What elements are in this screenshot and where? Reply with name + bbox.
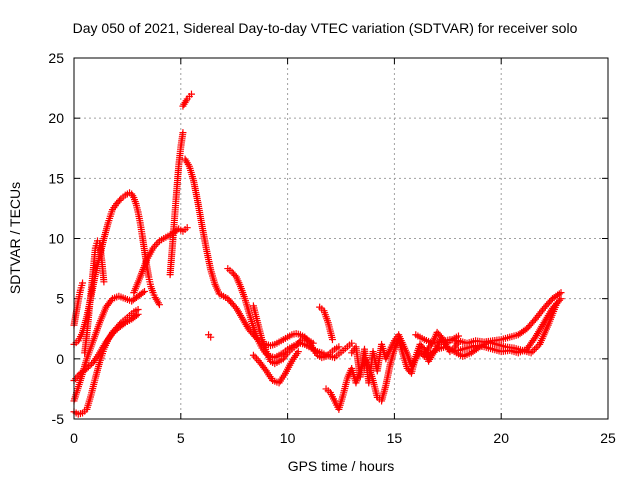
- data-point-interp: [86, 361, 94, 369]
- data-point: [527, 349, 535, 357]
- x-tick-label: 10: [280, 430, 296, 446]
- data-point-interp: [253, 355, 261, 363]
- y-axis-label: SDTVAR / TECUs: [7, 182, 23, 294]
- data-point: [183, 224, 191, 232]
- y-tick-labels: -5 0 5 10 15 20 25: [48, 50, 64, 427]
- data-point: [100, 278, 108, 286]
- data-point: [553, 299, 561, 307]
- data-point: [335, 343, 343, 351]
- x-tick-label: 20: [493, 430, 509, 446]
- series-arc-q: [348, 328, 462, 387]
- x-tick-labels: 0 5 10 15 20 25: [70, 430, 616, 446]
- x-tick-label: 5: [177, 430, 185, 446]
- data-point: [155, 301, 163, 309]
- series-arc-e: [70, 287, 148, 405]
- data-point-interp: [110, 328, 118, 336]
- grid: [74, 58, 608, 419]
- x-tick-label: 15: [387, 430, 403, 446]
- data-points: [70, 90, 565, 418]
- y-tick-label: -5: [52, 411, 65, 427]
- data-point-interp: [534, 342, 542, 350]
- data-point-interp: [72, 375, 80, 383]
- data-point: [79, 279, 87, 287]
- data-point-interp: [532, 344, 540, 352]
- series-arc-h: [166, 129, 187, 279]
- series-arc-g: [130, 224, 191, 297]
- series-arc-i: [179, 90, 195, 110]
- data-point: [557, 289, 565, 297]
- data-point: [83, 364, 91, 372]
- data-point-interp: [555, 290, 563, 298]
- series-arc-f: [70, 310, 142, 384]
- plot-frame: [73, 57, 609, 420]
- data-point: [249, 351, 257, 359]
- y-tick-label: 5: [56, 291, 64, 307]
- data-point-interp: [116, 196, 124, 204]
- series-arc-c: [81, 237, 108, 357]
- y-tick-label: 25: [48, 50, 64, 66]
- data-point-interp: [529, 347, 537, 355]
- data-point-interp: [139, 289, 147, 297]
- data-point: [134, 310, 142, 318]
- data-point: [179, 129, 187, 137]
- data-point: [348, 339, 356, 347]
- series-arc-j: [181, 155, 317, 350]
- series-arc-t: [425, 299, 561, 360]
- y-tick-label: 20: [48, 110, 64, 126]
- data-point-interp: [112, 327, 120, 335]
- series-arc-r: [412, 289, 565, 347]
- data-point-interp: [474, 344, 482, 352]
- data-point-interp: [132, 312, 140, 320]
- data-point-interp: [431, 346, 439, 354]
- series-arc-b: [70, 279, 87, 329]
- data-point-interp: [84, 363, 92, 371]
- data-point-interp: [531, 345, 539, 353]
- series-arc-k: [205, 331, 215, 341]
- data-point-interp: [231, 271, 239, 279]
- data-point: [207, 333, 215, 341]
- data-point-interp: [295, 338, 303, 346]
- data-point-interp: [261, 365, 269, 373]
- series-arc-n: [249, 348, 302, 387]
- data-point: [328, 336, 336, 344]
- data-point: [108, 330, 116, 338]
- data-point: [187, 90, 195, 98]
- data-point: [294, 348, 302, 356]
- x-tick-label: 25: [600, 430, 616, 446]
- series-arc-m: [249, 302, 343, 368]
- x-tick-label: 0: [70, 430, 78, 446]
- data-point-interp: [251, 353, 259, 361]
- chart-title: Day 050 of 2021, Sidereal Day-to-day VTE…: [73, 20, 578, 36]
- series-arc-d: [70, 305, 142, 418]
- series-arc-o: [316, 303, 336, 344]
- data-point: [557, 295, 565, 303]
- y-tick-label: 15: [48, 170, 64, 186]
- y-tick-label: 10: [48, 231, 64, 247]
- data-point: [140, 287, 148, 295]
- data-point-interp: [152, 241, 160, 249]
- data-point-interp: [120, 320, 128, 328]
- x-axis-label: GPS time / hours: [288, 458, 395, 474]
- data-point-interp: [530, 335, 538, 343]
- y-tick-label: 0: [56, 351, 64, 367]
